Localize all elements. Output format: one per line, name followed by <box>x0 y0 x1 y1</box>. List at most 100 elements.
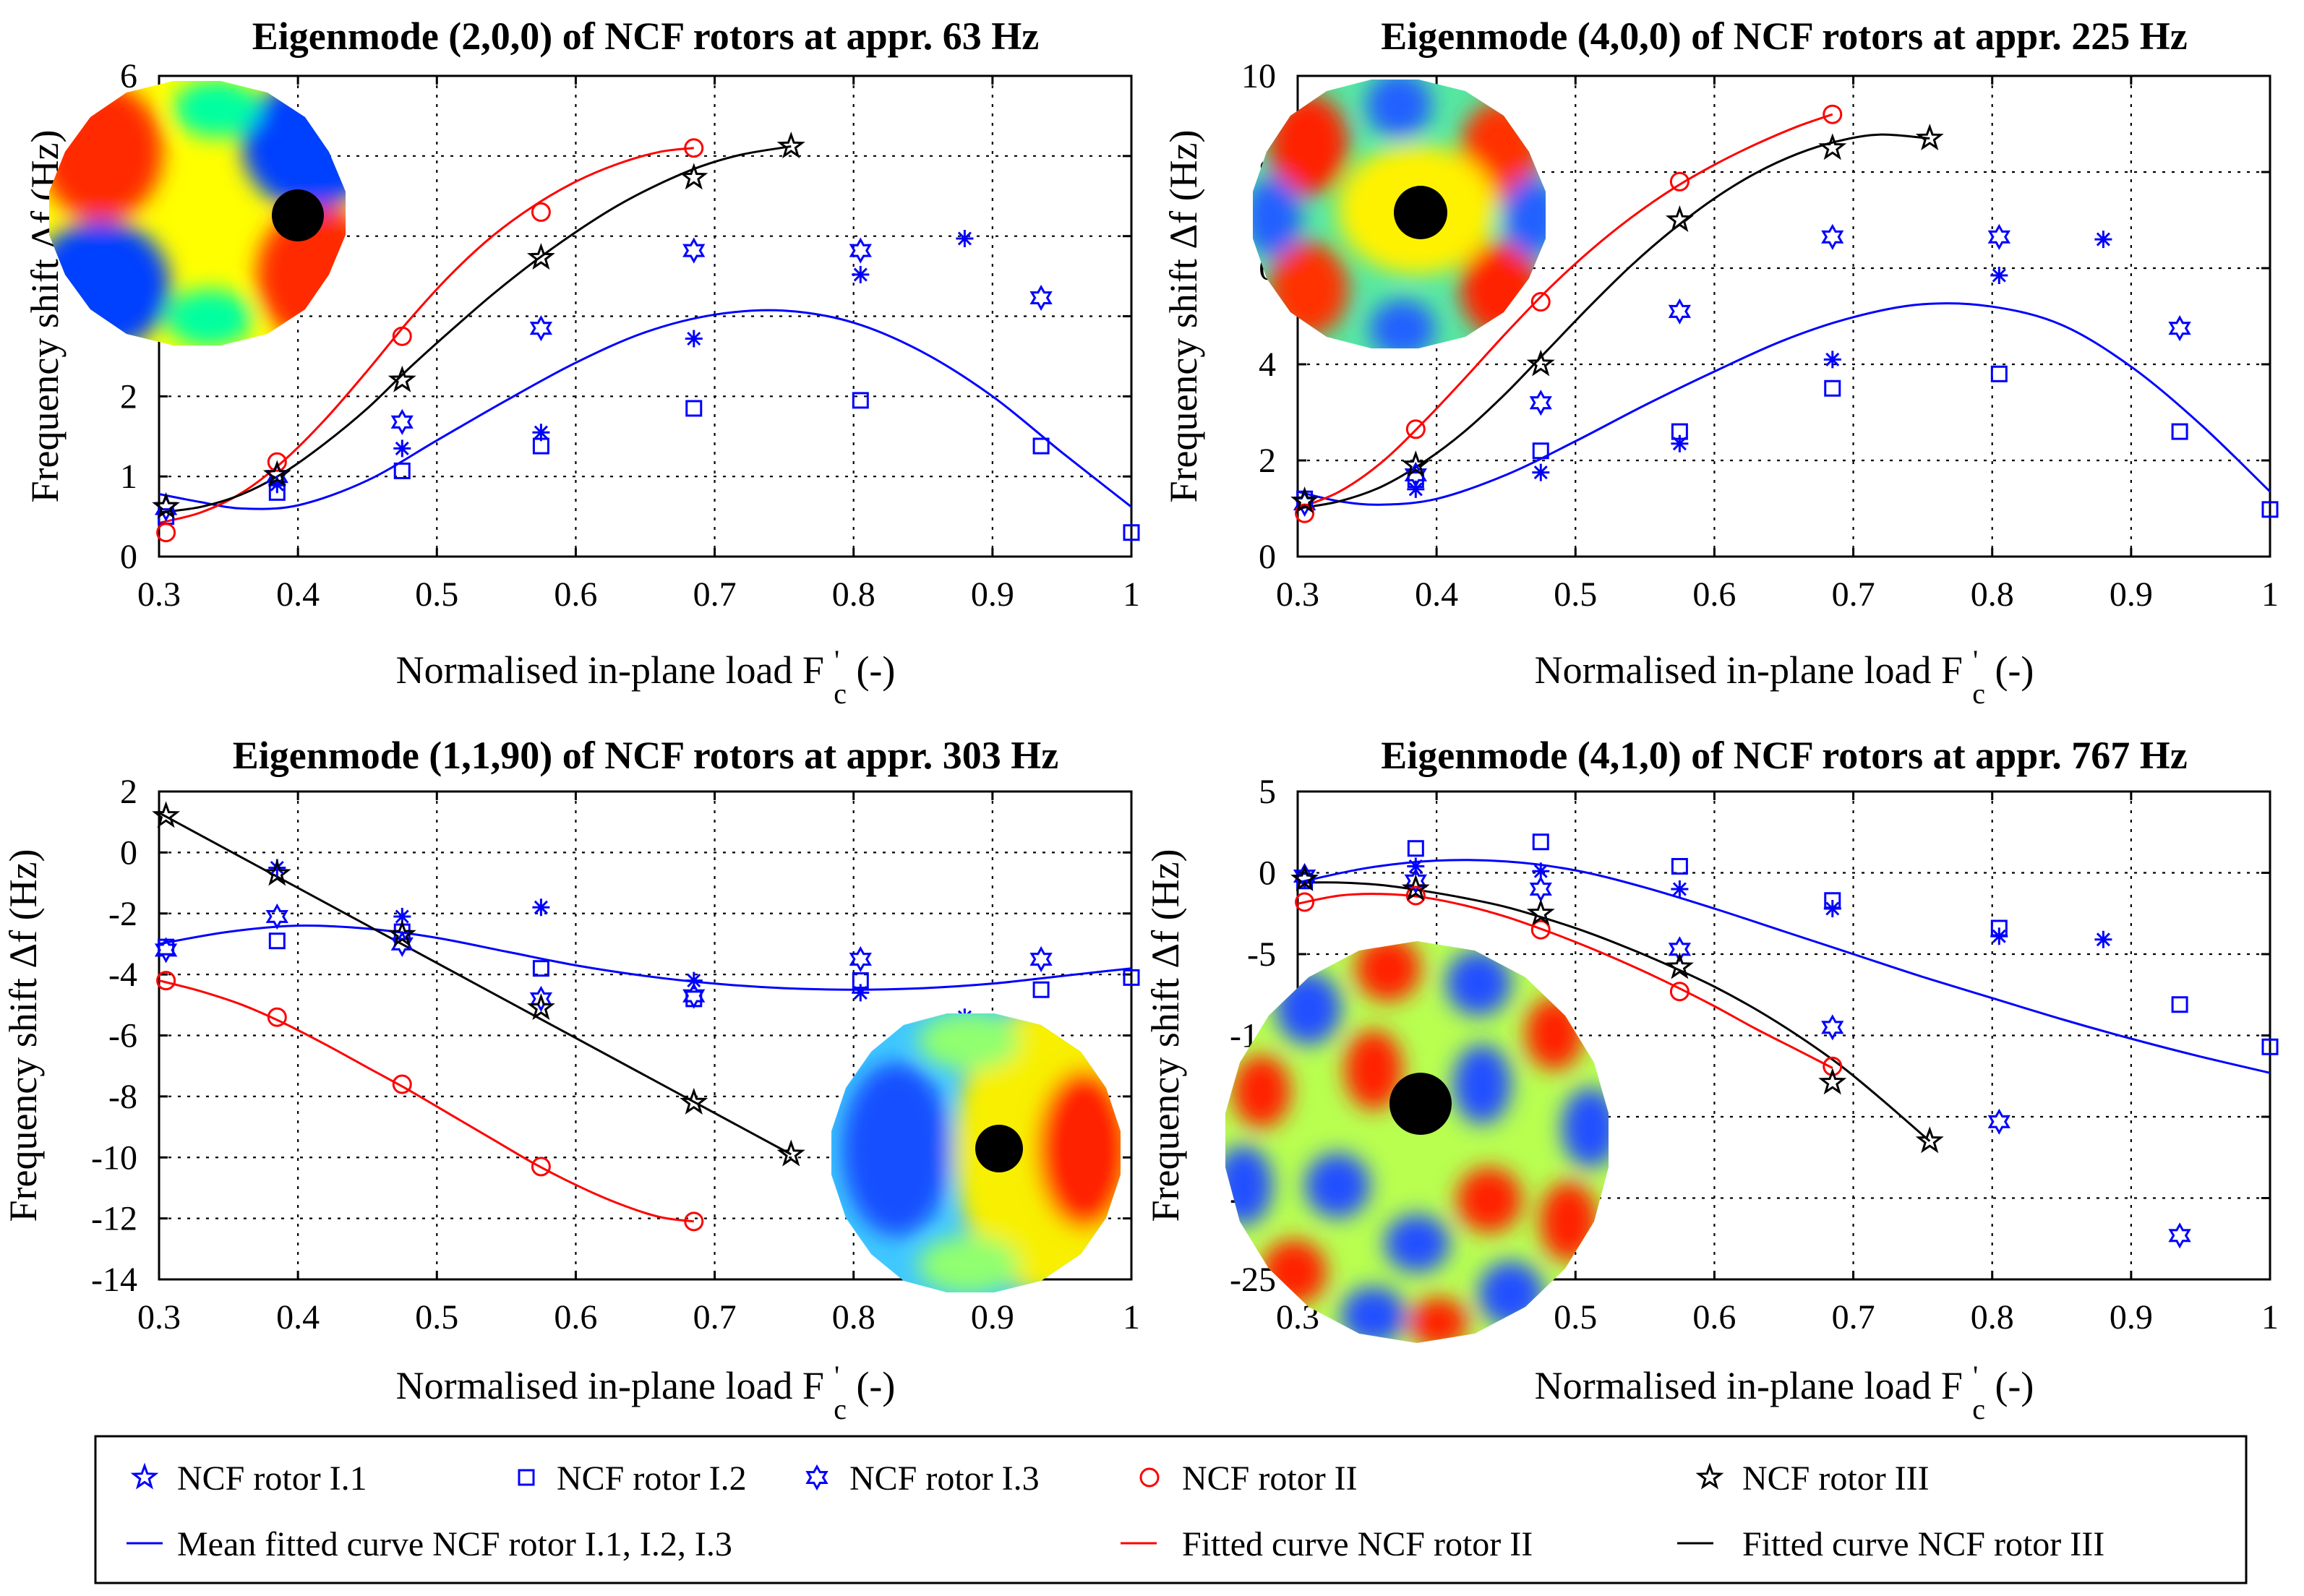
data-point <box>682 237 706 264</box>
data-point <box>1029 945 1053 973</box>
data-point <box>2168 1222 2191 1249</box>
y-tick-label: -6 <box>108 1017 137 1055</box>
data-point <box>1029 284 1053 312</box>
x-tick-label: 0.3 <box>1276 575 1319 614</box>
y-tick-label: 0 <box>120 833 137 872</box>
data-point <box>1295 892 1315 912</box>
data-point <box>1532 833 1549 851</box>
y-tick-label: 5 <box>1259 773 1276 811</box>
data-point <box>1404 461 1427 489</box>
legend-label: NCF rotor I.2 <box>557 1459 747 1498</box>
data-point <box>1401 874 1430 901</box>
legend-label: Mean fitted curve NCF rotor I.1, I.2, I.… <box>177 1525 732 1563</box>
data-point <box>1990 365 2008 382</box>
x-tick-label: 0.8 <box>1971 575 2014 614</box>
data-point <box>1671 880 1689 898</box>
legend: NCF rotor I.1 NCF rotor I.2 NCF rotor I.3 N… <box>94 1435 2248 1584</box>
data-point <box>1987 223 2010 250</box>
x-tick-label: 0.9 <box>2110 1298 2153 1337</box>
y-tick-label: 10 <box>1241 57 1276 95</box>
fitted-curve <box>158 979 694 1223</box>
legend-label: NCF rotor I.1 <box>177 1459 367 1498</box>
data-point <box>2261 1038 2279 1055</box>
data-point <box>1915 1126 1944 1154</box>
data-point <box>1407 857 1425 875</box>
data-point <box>1290 864 1319 891</box>
data-point <box>262 460 291 487</box>
data-point <box>154 937 178 964</box>
x-tick-label: 0.7 <box>1832 1298 1875 1337</box>
data-point <box>1407 840 1424 857</box>
y-tick-label: -4 <box>108 956 137 994</box>
x-tick-label: 0.5 <box>415 1298 458 1337</box>
x-tick-label: 1 <box>1123 575 1140 614</box>
x-axis-label: Normalised in-plane load F ' c (-) <box>396 1360 896 1425</box>
x-tick-label: 0.7 <box>693 575 737 614</box>
data-point <box>1823 104 1843 124</box>
data-point <box>680 163 708 190</box>
data-point <box>532 960 549 977</box>
y-axis-label: Frequency shift Δf (Hz) <box>1144 849 1187 1222</box>
y-tick-label: -10 <box>91 1138 137 1177</box>
legend-label: Fitted curve NCF rotor III <box>1742 1525 2104 1563</box>
data-point <box>1407 480 1425 498</box>
data-point <box>156 971 176 991</box>
x-tick-label: 0.5 <box>1554 1298 1597 1337</box>
fitted-curves <box>158 812 1132 1223</box>
mode-shape-inset-1-1-90 <box>831 1013 1121 1292</box>
data-point <box>685 990 703 1008</box>
data-point <box>1665 952 1694 979</box>
x-tick-label: 0.6 <box>554 575 597 614</box>
data-point <box>684 1211 704 1232</box>
legend-marker <box>130 1462 159 1490</box>
data-point <box>685 330 703 348</box>
data-point <box>2171 996 2188 1013</box>
fitted-curve <box>1297 302 2271 506</box>
fitted-curve <box>1297 113 1833 510</box>
data-point <box>1818 133 1847 160</box>
data-point <box>852 392 869 409</box>
data-point <box>776 132 805 159</box>
data-point <box>852 984 870 1002</box>
data-points <box>1290 833 2279 1249</box>
data-point <box>1671 423 1688 440</box>
data-point <box>532 437 549 455</box>
data-point <box>526 992 555 1021</box>
x-tick-label: 0.9 <box>2110 575 2153 614</box>
fitted-curve <box>158 147 694 524</box>
x-tick-label: 1 <box>2261 1298 2279 1337</box>
tick-labels: 0.30.40.50.60.70.80.910123456 <box>120 57 1140 614</box>
data-point <box>685 971 703 990</box>
data-point <box>152 801 181 828</box>
x-tick-label: 1 <box>2261 575 2279 614</box>
data-point <box>1529 390 1552 416</box>
legend-label: NCF rotor I.3 <box>849 1459 1040 1498</box>
data-point <box>532 898 550 917</box>
data-point <box>1530 292 1551 312</box>
data-point <box>1821 223 1844 250</box>
y-tick-label: -14 <box>91 1261 137 1299</box>
legend-label: NCF rotor III <box>1742 1459 1930 1498</box>
data-point <box>387 365 416 392</box>
y-tick-label: -8 <box>108 1078 137 1116</box>
data-point <box>1032 437 1050 455</box>
y-axis-label: Frequency shift Δf (Hz) <box>1 849 45 1222</box>
data-point <box>1530 919 1551 940</box>
mode-shape-inset-4-0-0 <box>1253 80 1546 348</box>
data-point <box>1823 351 1841 369</box>
fitted-curve <box>1297 893 1833 1069</box>
y-tick-label: -5 <box>1247 935 1276 974</box>
x-tick-label: 0.7 <box>1832 575 1875 614</box>
data-points <box>1290 104 2279 523</box>
data-point <box>1529 875 1552 903</box>
x-tick-label: 0.8 <box>832 575 875 614</box>
y-tick-label: -12 <box>91 1200 137 1238</box>
data-point <box>1824 379 1841 397</box>
data-point <box>1295 503 1315 523</box>
x-tick-label: 0.8 <box>832 1298 875 1337</box>
x-tick-label: 0.5 <box>1554 575 1597 614</box>
data-point <box>1532 862 1550 880</box>
x-tick-label: 0.9 <box>971 1298 1014 1337</box>
data-point <box>1293 862 1316 890</box>
